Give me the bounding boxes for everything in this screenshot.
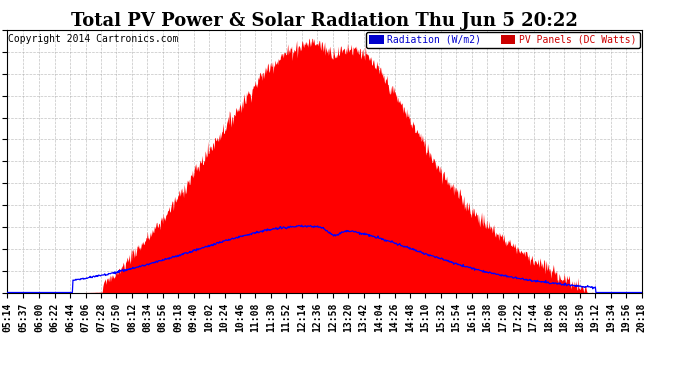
Text: Copyright 2014 Cartronics.com: Copyright 2014 Cartronics.com	[8, 34, 179, 44]
Title: Total PV Power & Solar Radiation Thu Jun 5 20:22: Total PV Power & Solar Radiation Thu Jun…	[71, 12, 578, 30]
Legend: Radiation (W/m2), PV Panels (DC Watts): Radiation (W/m2), PV Panels (DC Watts)	[366, 32, 640, 48]
